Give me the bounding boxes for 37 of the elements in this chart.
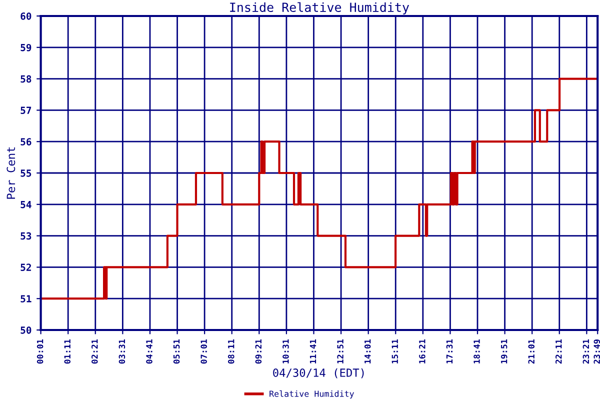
x-tick-label: 00:01 — [36, 339, 44, 364]
x-tick-label: 12:51 — [337, 339, 344, 364]
y-tick-label: 58 — [20, 75, 32, 83]
y-tick-label: 60 — [20, 12, 32, 20]
x-tick-label: 04:41 — [146, 339, 152, 364]
y-axis-title: Per Cent — [6, 147, 16, 199]
x-tick-label: 21:01 — [528, 339, 535, 364]
x-axis-title: 04/30/14 (EDT) — [273, 368, 364, 378]
x-tick-label: 07:01 — [200, 339, 207, 364]
x-tick-label: 02:21 — [92, 339, 98, 364]
x-tick-label: 23:21 — [582, 339, 590, 364]
x-tick-label: 05:51 — [173, 339, 180, 364]
y-tick-label: 54 — [20, 201, 32, 208]
x-tick-label: 18:41 — [474, 339, 480, 364]
y-tick-label: 59 — [20, 44, 32, 52]
y-tick-label: 51 — [20, 295, 32, 302]
y-tick-label: 55 — [20, 170, 32, 177]
y-tick-label: 52 — [20, 264, 31, 272]
x-tick-label: 22:11 — [556, 339, 562, 364]
chart-title: Inside Relative Humidity — [230, 2, 410, 14]
x-tick-label: 09:21 — [255, 339, 262, 364]
x-tick-label: 19:51 — [500, 339, 508, 364]
y-tick-label: 56 — [20, 138, 32, 146]
y-tick-label: 50 — [20, 326, 32, 334]
x-tick-label: 03:31 — [118, 339, 126, 364]
x-tick-label: 23:49 — [594, 340, 600, 364]
x-tick-label: 16:21 — [419, 339, 426, 364]
y-tick-label: 57 — [20, 106, 32, 114]
x-tick-label: 14:01 — [364, 339, 371, 364]
x-tick-label: 17:31 — [446, 339, 453, 364]
x-tick-label: 10:31 — [282, 339, 289, 364]
x-tick-label: 11:41 — [310, 339, 316, 364]
x-tick-label: 01:11 — [64, 339, 71, 364]
x-tick-label: 08:11 — [228, 339, 234, 364]
x-tick-label: 15:11 — [392, 339, 398, 364]
y-tick-label: 53 — [20, 232, 32, 240]
legend-label: Relative Humidity — [270, 390, 354, 398]
